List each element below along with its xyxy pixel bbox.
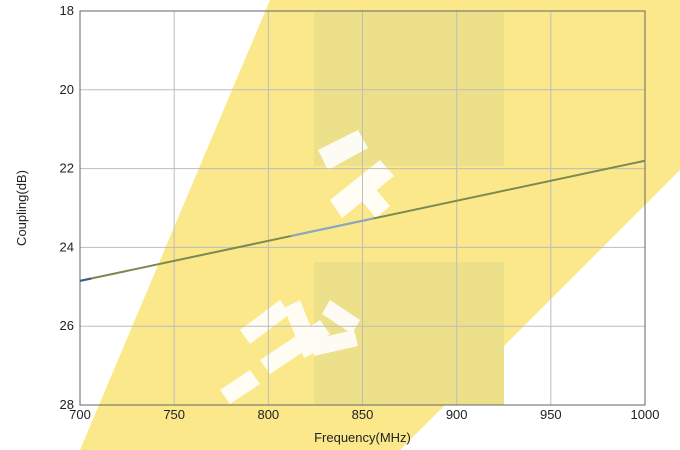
series-layer xyxy=(79,159,646,282)
series-line-segment-left xyxy=(79,277,92,282)
y-tick-label-18: 18 xyxy=(60,3,74,18)
y-tick-label-28: 28 xyxy=(60,397,74,412)
x-tick-label-1000: 1000 xyxy=(631,407,660,422)
y-axis-title: Coupling(dB) xyxy=(14,170,29,246)
x-axis-ticks: 700 750 800 850 900 950 1000 xyxy=(69,407,659,422)
x-tick-label-800: 800 xyxy=(257,407,279,422)
watermark-diagonal-band xyxy=(80,0,680,450)
plot-frame xyxy=(79,10,646,406)
x-tick-label-750: 750 xyxy=(163,407,185,422)
series-line-segment-mid xyxy=(290,217,375,238)
y-tick-label-26: 26 xyxy=(60,318,74,333)
x-axis-title: Frequency(MHz) xyxy=(314,430,411,445)
y-tick-label-20: 20 xyxy=(60,82,74,97)
y-tick-label-22: 22 xyxy=(60,161,74,176)
y-tick-label-24: 24 xyxy=(60,239,74,254)
x-tick-label-850: 850 xyxy=(352,407,374,422)
x-tick-label-950: 950 xyxy=(540,407,562,422)
x-tick-label-700: 700 xyxy=(69,407,91,422)
y-axis-ticks: 18 20 22 24 26 28 xyxy=(60,3,74,412)
x-tick-label-900: 900 xyxy=(446,407,468,422)
